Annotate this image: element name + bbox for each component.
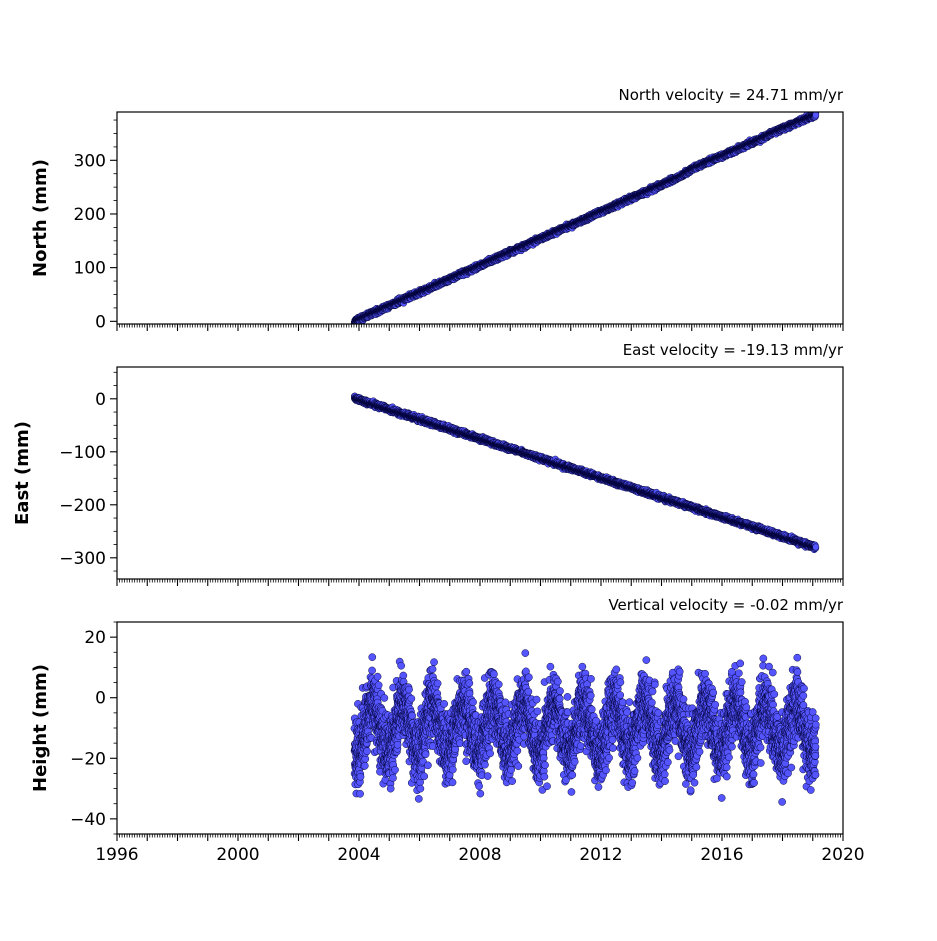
data-points: [351, 112, 820, 324]
